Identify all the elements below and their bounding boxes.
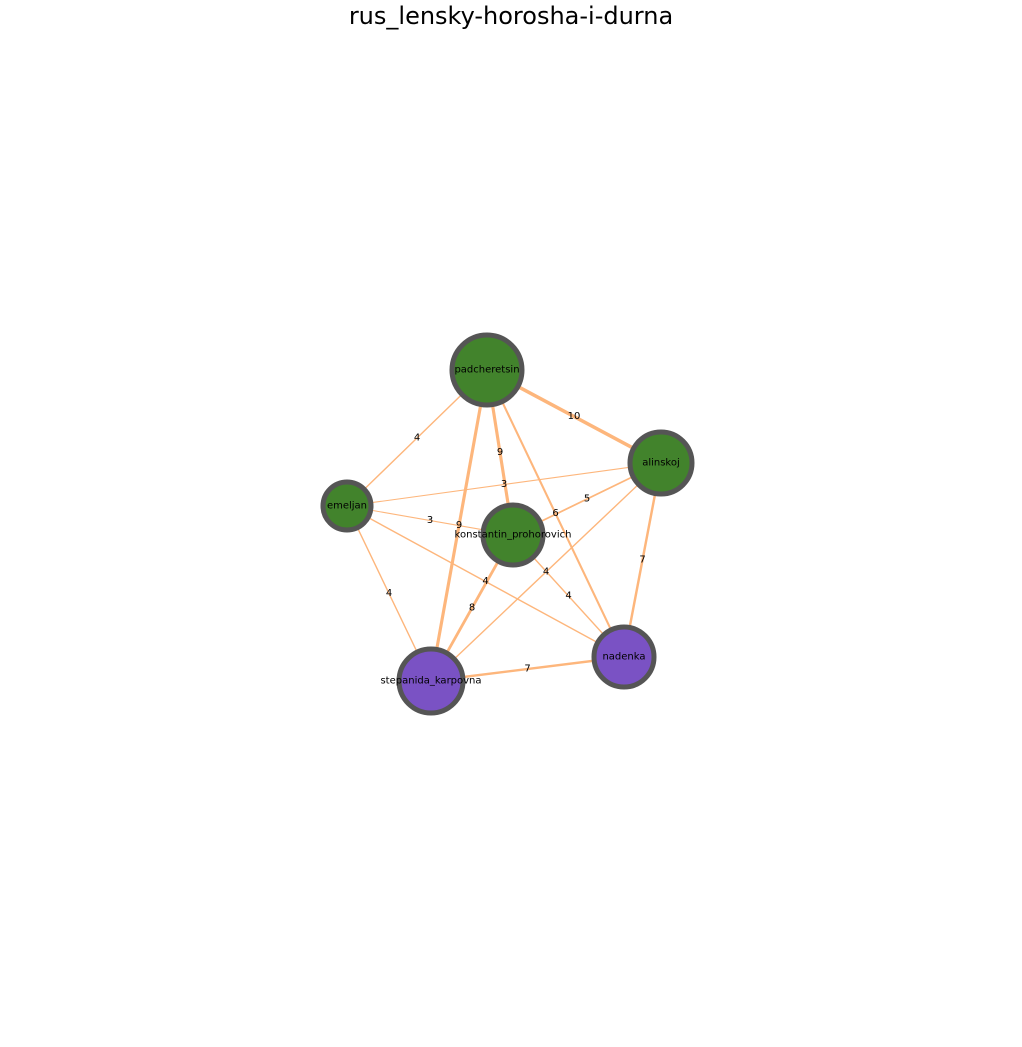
node-konstantin_prohorovich bbox=[480, 502, 546, 568]
edge-weight-label: 3 bbox=[501, 479, 507, 490]
edge-weight-label: 4 bbox=[482, 576, 488, 587]
edge-weight-label: 4 bbox=[543, 567, 549, 578]
node-alinskoj bbox=[627, 429, 695, 497]
edge-weight-label: 4 bbox=[414, 433, 420, 444]
node-emeljan bbox=[320, 479, 374, 533]
node-label-padcheretsin: padcheretsin bbox=[454, 365, 519, 376]
edge-weight-label: 7 bbox=[639, 555, 645, 566]
edge-weight-label: 4 bbox=[386, 588, 392, 599]
node-stepanida_karpovna bbox=[396, 646, 466, 716]
node-label-alinskoj: alinskoj bbox=[642, 458, 680, 469]
edge-weight-label: 4 bbox=[565, 591, 571, 602]
edge-emeljan-alinskoj bbox=[346, 462, 662, 507]
node-label-emeljan: emeljan bbox=[327, 501, 367, 512]
node-padcheretsin bbox=[449, 332, 525, 408]
edge-weight-label: 9 bbox=[456, 520, 462, 531]
edge-weight-label: 5 bbox=[584, 494, 590, 505]
node-nadenka bbox=[591, 624, 657, 690]
node-label-stepanida_karpovna: stepanida_karpovna bbox=[380, 676, 481, 687]
edge-label-layer: 10 4 9 9 6 3 3 4 4 5 7 4 8 4 7 bbox=[386, 411, 646, 675]
edge-weight-label: 10 bbox=[568, 411, 581, 422]
node-label-nadenka: nadenka bbox=[602, 652, 645, 663]
edge-weight-label: 6 bbox=[552, 508, 558, 519]
edge-weight-label: 8 bbox=[469, 603, 475, 614]
graph-title: rus_lensky-horosha-i-durna bbox=[348, 2, 674, 30]
edge-weight-label: 7 bbox=[524, 664, 530, 675]
edge-weight-label: 9 bbox=[497, 447, 503, 458]
node-label-konstantin_prohorovich: konstantin_prohorovich bbox=[455, 530, 572, 541]
node-layer: padcheretsin alinskoj emeljan konstantin_pr… bbox=[320, 332, 695, 716]
edge-weight-label: 3 bbox=[427, 515, 433, 526]
